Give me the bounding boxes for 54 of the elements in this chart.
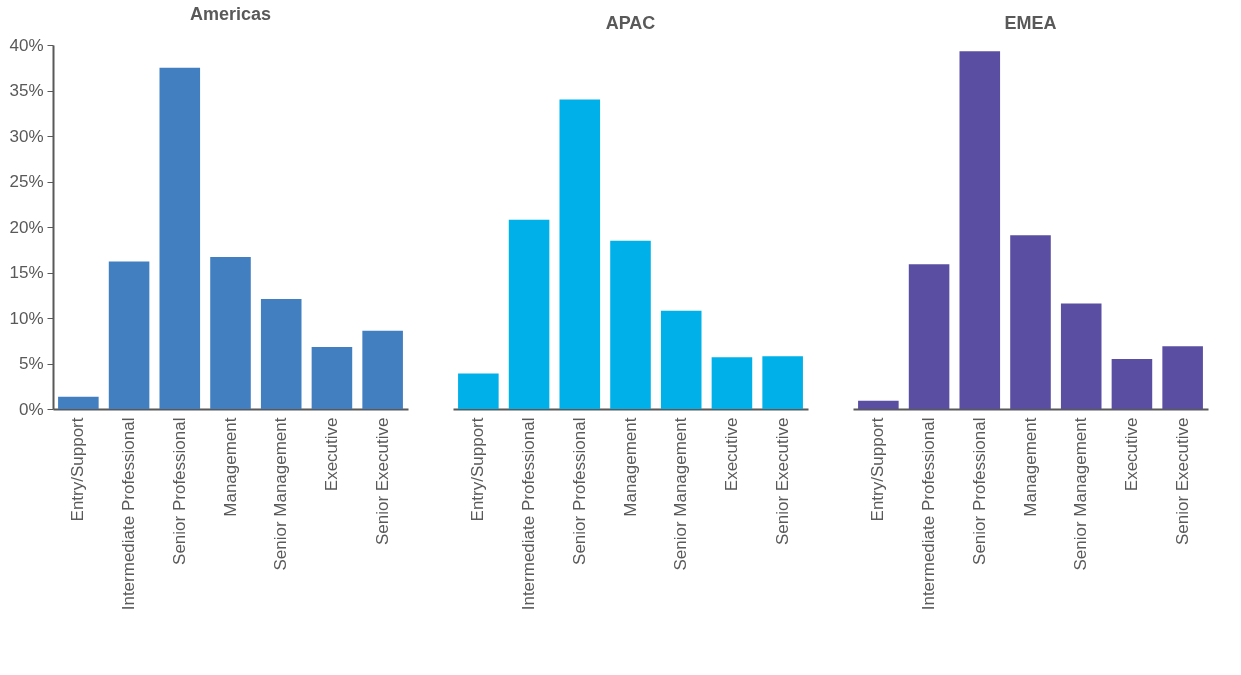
x-tick-label: Senior Professional (569, 417, 589, 565)
bar (508, 219, 550, 409)
x-tick-label: Senior Executive (772, 417, 792, 546)
y-tick-label: 35% (9, 81, 44, 100)
chart-title: APAC (605, 13, 656, 33)
bar (362, 330, 403, 409)
x-tick-label: Intermediate Professional (119, 417, 139, 611)
x-tick-label: Intermediate Professional (919, 417, 939, 611)
x-tick-label: Senior Executive (372, 417, 392, 546)
y-tick-label: 10% (9, 308, 44, 328)
x-tick-label: Executive (721, 417, 741, 492)
x-tick-label: Management (220, 417, 240, 517)
bar (58, 396, 99, 409)
x-tick-label: Entry/Support (868, 417, 888, 522)
y-tick-label: 0% (18, 399, 44, 419)
bar (762, 356, 803, 409)
y-tick-label: 15% (9, 263, 44, 282)
x-tick-label: Executive (321, 417, 341, 492)
x-tick-label: Senior Professional (969, 417, 989, 565)
bar (1162, 346, 1203, 409)
bar (858, 400, 899, 409)
y-tick-label: 30% (9, 126, 44, 146)
bar (610, 240, 651, 409)
bar (458, 373, 499, 409)
y-tick-label: 40% (9, 35, 44, 55)
x-tick-label: Senior Executive (1172, 417, 1192, 546)
chart-title: EMEA (1004, 13, 1057, 33)
y-tick-label: 20% (9, 217, 44, 237)
x-tick-label: Entry/Support (468, 417, 488, 522)
bar (1060, 303, 1102, 409)
x-tick-label: Entry/Support (68, 417, 88, 522)
bar (908, 264, 950, 409)
x-tick-label: Senior Management (671, 417, 691, 571)
y-tick-label: 5% (18, 354, 44, 373)
bar (711, 357, 753, 409)
x-tick-label: Executive (1121, 417, 1141, 492)
bar (260, 298, 302, 409)
x-tick-label: Senior Professional (169, 417, 189, 565)
bar (311, 347, 353, 409)
bar (660, 310, 702, 409)
x-tick-label: Intermediate Professional (519, 417, 539, 611)
y-tick-label: 25% (9, 172, 44, 191)
x-tick-label: Senior Management (271, 417, 291, 571)
bar (559, 99, 601, 409)
bar (159, 67, 201, 409)
chart-title: Americas (189, 4, 272, 24)
x-tick-label: Management (620, 417, 640, 517)
x-tick-label: Senior Management (1071, 417, 1091, 571)
x-tick-label: Management (1020, 417, 1040, 517)
bar (1111, 358, 1153, 409)
bar (1010, 235, 1051, 409)
bar (108, 261, 150, 409)
bar (210, 257, 251, 409)
bar (959, 51, 1001, 409)
